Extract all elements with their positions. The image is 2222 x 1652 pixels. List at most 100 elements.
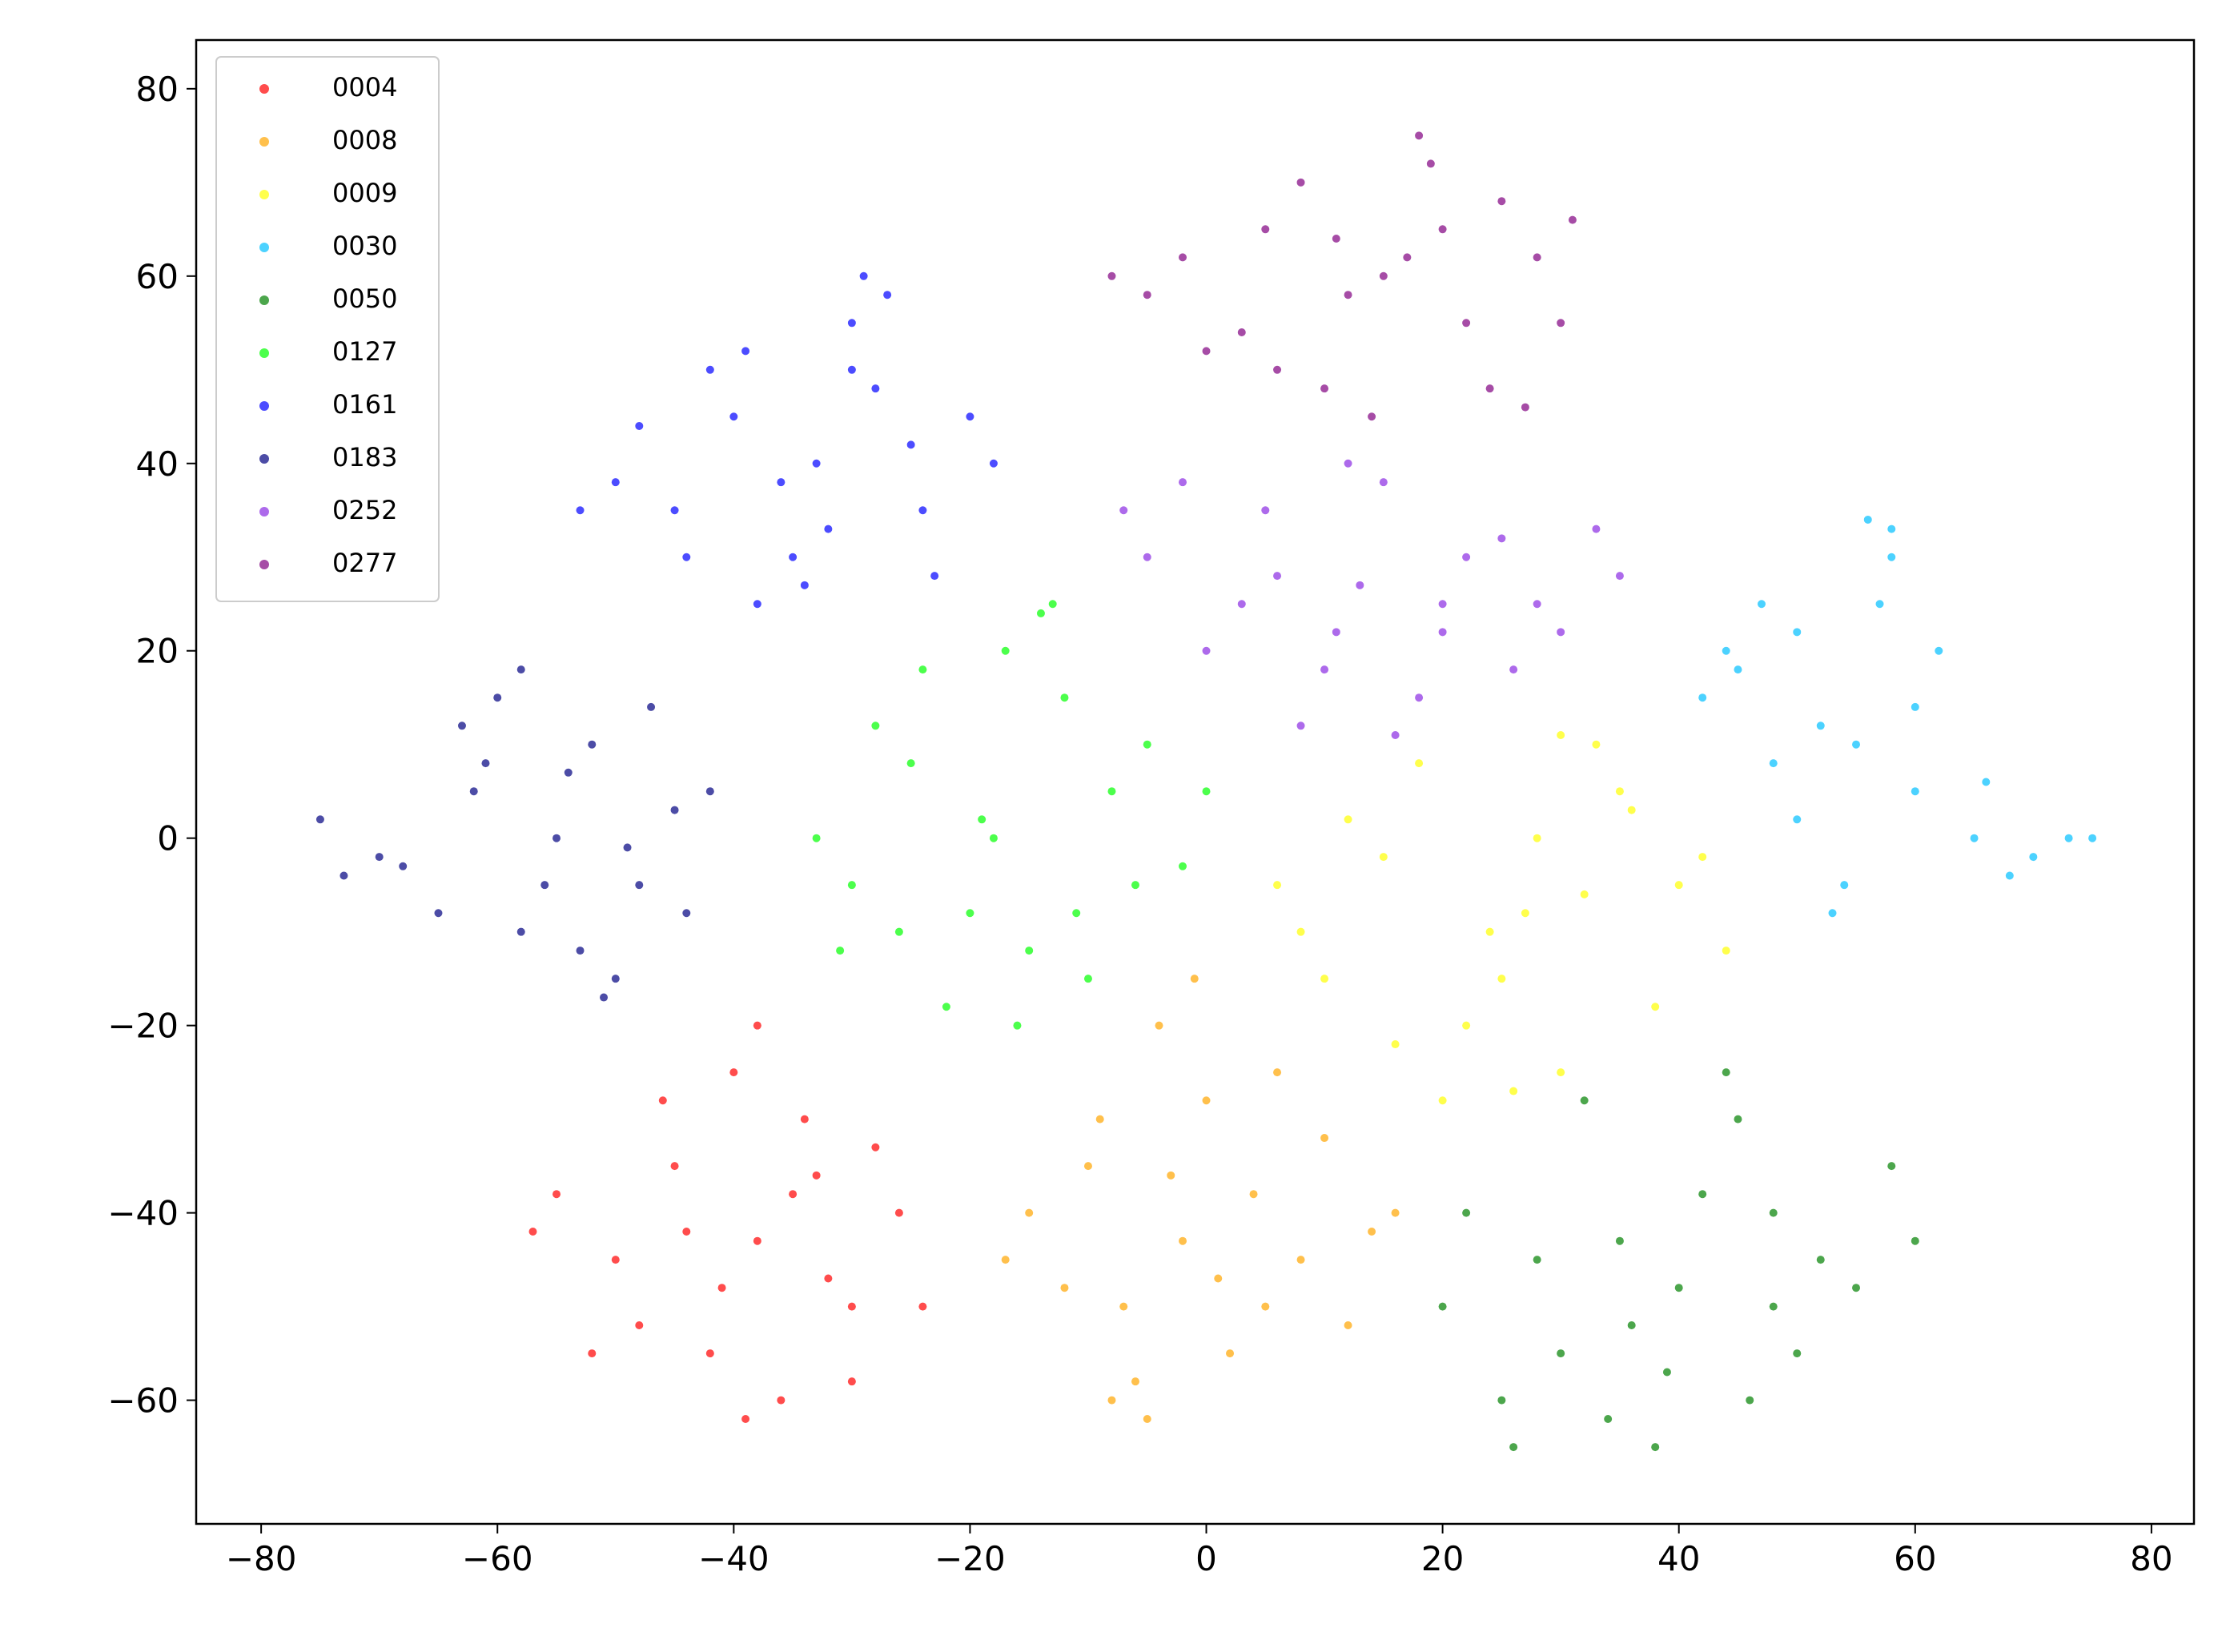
point (871, 721, 880, 730)
point (705, 365, 714, 374)
point (1296, 178, 1305, 187)
x-tick-label: 0 (1195, 1539, 1217, 1578)
point (682, 909, 691, 918)
y-tick-label: −40 (107, 1194, 179, 1233)
point (576, 947, 585, 955)
point (1580, 1096, 1589, 1105)
point (588, 740, 597, 749)
x-tick-label: −20 (934, 1539, 1006, 1578)
point (1119, 1302, 1128, 1311)
point (966, 412, 974, 421)
point (705, 1349, 714, 1358)
point (1426, 159, 1435, 168)
point (741, 1414, 750, 1423)
point (611, 478, 620, 487)
point (1261, 1302, 1270, 1311)
point (1296, 1256, 1305, 1264)
point (552, 834, 561, 842)
point (1415, 693, 1424, 702)
x-tick-label: −60 (462, 1539, 533, 1578)
point (635, 421, 644, 430)
point (2064, 834, 2073, 842)
point (670, 1162, 679, 1171)
point (1379, 271, 1388, 280)
legend-marker (259, 401, 269, 411)
point (1662, 1368, 1671, 1377)
point (1769, 1208, 1778, 1217)
point (1722, 646, 1730, 655)
point (1674, 1284, 1683, 1292)
point (729, 1068, 738, 1077)
point (1167, 1171, 1175, 1180)
point (705, 787, 714, 796)
point (1368, 1228, 1376, 1236)
point (1521, 403, 1529, 412)
point (836, 947, 845, 955)
legend-label: 0127 (332, 336, 397, 367)
point (1674, 881, 1683, 890)
legend-box (215, 56, 440, 602)
point (1273, 1068, 1282, 1077)
point (1083, 975, 1092, 983)
y-tick-label: 40 (136, 444, 179, 484)
point (1202, 646, 1211, 655)
point (906, 759, 915, 768)
point (1415, 131, 1424, 140)
legend-label: 0183 (332, 442, 397, 472)
point (1143, 291, 1151, 299)
point (729, 412, 738, 421)
point (2029, 853, 2038, 862)
point (906, 440, 915, 449)
point (1060, 693, 1069, 702)
point (1497, 1396, 1506, 1405)
point (930, 572, 939, 581)
point (1320, 1134, 1329, 1143)
point (635, 1320, 644, 1329)
point (399, 862, 408, 870)
point (1344, 815, 1352, 824)
point (1816, 721, 1825, 730)
point (894, 1208, 903, 1217)
point (1852, 740, 1861, 749)
point (1415, 759, 1424, 768)
point (1651, 1443, 1660, 1452)
point (481, 759, 490, 768)
legend-label: 0030 (332, 231, 397, 261)
point (2005, 871, 2014, 880)
point (1509, 1087, 1518, 1095)
point (1379, 478, 1388, 487)
point (1651, 1003, 1660, 1011)
point (2088, 834, 2097, 842)
point (717, 1284, 726, 1292)
point (1828, 909, 1837, 918)
point (859, 271, 868, 280)
point (1320, 975, 1329, 983)
point (1911, 787, 1919, 796)
point (1935, 646, 1943, 655)
point (658, 1096, 667, 1105)
point (1557, 319, 1565, 328)
point (812, 834, 821, 842)
point (1521, 909, 1529, 918)
point (1887, 525, 1896, 533)
point (1344, 291, 1352, 299)
x-tick-label: 40 (1657, 1539, 1700, 1578)
point (812, 1171, 821, 1180)
point (635, 881, 644, 890)
x-tick-label: −40 (698, 1539, 769, 1578)
point (1627, 1320, 1636, 1329)
point (1131, 1377, 1139, 1386)
point (1722, 1068, 1730, 1077)
point (1179, 253, 1187, 262)
point (1143, 553, 1151, 561)
point (1615, 787, 1624, 796)
point (623, 843, 632, 852)
point (847, 319, 856, 328)
point (457, 721, 466, 730)
point (1131, 881, 1139, 890)
point (528, 1228, 537, 1236)
point (1557, 731, 1565, 740)
point (670, 806, 679, 814)
point (1462, 1021, 1471, 1030)
point (1273, 365, 1282, 374)
